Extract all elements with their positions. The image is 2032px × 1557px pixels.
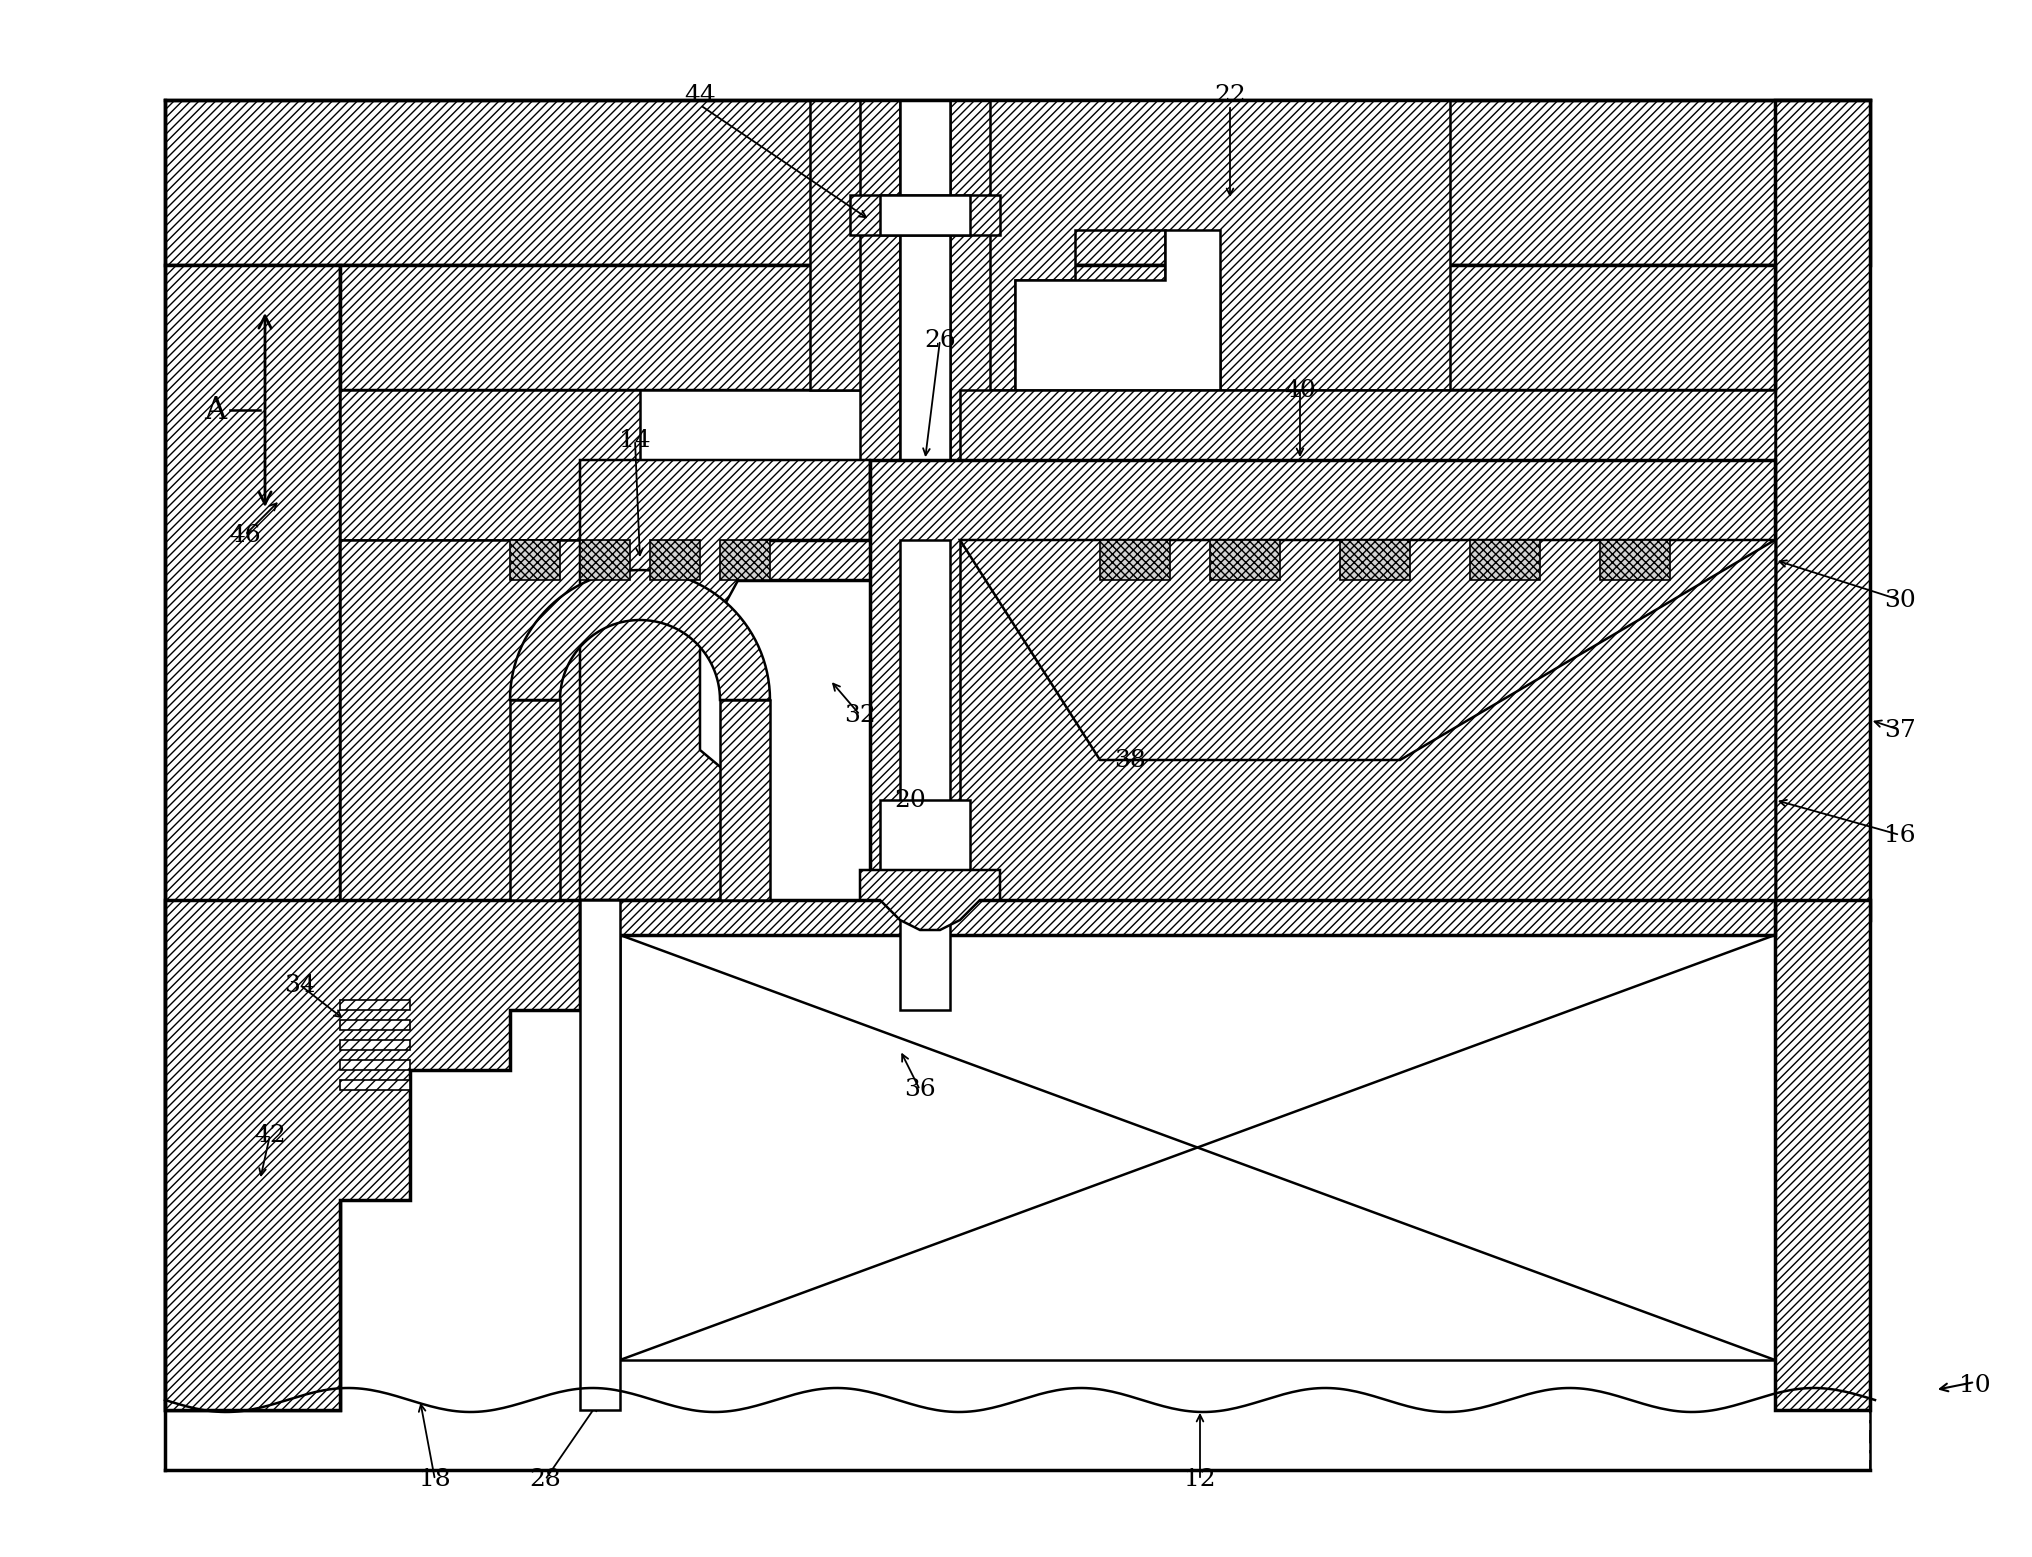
Polygon shape [1209,540,1280,581]
Polygon shape [719,701,770,900]
Text: 12: 12 [1185,1468,1215,1492]
Text: 14: 14 [620,428,650,452]
Polygon shape [811,100,1451,389]
Polygon shape [1339,540,1410,581]
Polygon shape [579,540,630,581]
Polygon shape [339,389,870,500]
Polygon shape [650,540,699,581]
Polygon shape [951,100,990,540]
Polygon shape [510,701,561,900]
Polygon shape [959,389,1776,459]
Text: 42: 42 [254,1124,287,1146]
Polygon shape [579,900,1776,936]
Polygon shape [959,540,1776,760]
Polygon shape [959,540,1776,900]
Polygon shape [860,870,1000,930]
Polygon shape [510,540,561,581]
Polygon shape [620,936,1776,1359]
Text: 18: 18 [419,1468,451,1492]
Text: 30: 30 [1884,589,1916,612]
Polygon shape [339,389,640,540]
Polygon shape [339,1060,410,1070]
Polygon shape [719,540,770,581]
Polygon shape [510,570,770,701]
Polygon shape [339,540,579,900]
Polygon shape [165,265,339,1411]
Polygon shape [880,800,969,870]
Text: 36: 36 [904,1079,937,1101]
Polygon shape [900,100,951,640]
Polygon shape [870,459,1776,900]
Text: 22: 22 [1215,84,1246,106]
Polygon shape [1099,540,1170,581]
Polygon shape [1776,100,1869,920]
Text: 32: 32 [843,704,876,727]
Polygon shape [900,540,951,1010]
Polygon shape [959,389,1776,500]
Polygon shape [1469,540,1540,581]
Text: 34: 34 [284,973,315,996]
Text: 16: 16 [1884,824,1916,847]
Text: 37: 37 [1884,718,1916,741]
Text: A: A [203,394,226,425]
Polygon shape [339,540,1776,581]
Polygon shape [860,100,900,540]
Text: 40: 40 [1284,378,1317,402]
Polygon shape [339,1000,410,1010]
Text: 44: 44 [685,84,715,106]
Polygon shape [165,900,579,1411]
Polygon shape [849,195,1000,235]
Text: 26: 26 [925,329,955,352]
Text: 28: 28 [528,1468,561,1492]
Text: 20: 20 [894,788,927,811]
Polygon shape [339,1040,410,1049]
Text: 38: 38 [1114,749,1146,772]
Polygon shape [880,195,969,235]
Polygon shape [339,1081,410,1090]
Polygon shape [339,1020,410,1031]
Polygon shape [1776,900,1869,1411]
Polygon shape [165,100,1869,265]
Text: 10: 10 [1959,1373,1991,1397]
Polygon shape [1599,540,1670,581]
Polygon shape [579,900,620,1411]
Text: 46: 46 [230,523,260,547]
Polygon shape [339,265,1776,389]
Polygon shape [579,459,870,900]
Polygon shape [1016,230,1219,389]
